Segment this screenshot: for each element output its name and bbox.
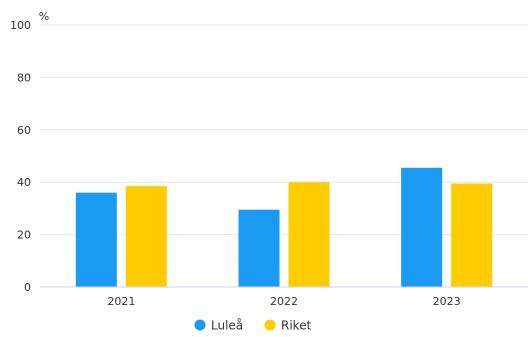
bars-layer — [75, 167, 493, 287]
bar-lule-2023[interactable] — [401, 167, 443, 287]
x-tick-label: 2023 — [433, 295, 461, 308]
legend-item-riket[interactable]: Riket — [264, 319, 312, 333]
y-tick-label: 40 — [17, 176, 31, 189]
legend-label: Luleå — [211, 319, 243, 333]
bar-lule-2022[interactable] — [238, 209, 280, 287]
bar-lule-2021[interactable] — [75, 192, 117, 287]
legend-marker — [194, 319, 206, 331]
y-tick-label: 80 — [17, 71, 31, 84]
y-tick-label: 0 — [24, 281, 31, 294]
legend-marker — [264, 319, 276, 331]
x-tick-label: 2022 — [270, 295, 298, 308]
legend-label: Riket — [281, 319, 312, 333]
x-tick-label: 2021 — [107, 295, 135, 308]
axis-layer: 0 20 40 60 80 100 2021 2022 2023 — [10, 19, 528, 308]
y-tick-label: 60 — [17, 124, 31, 137]
grid-layer — [40, 24, 528, 236]
legend: Luleå Riket — [194, 319, 312, 333]
y-tick-label: 100 — [10, 19, 31, 32]
y-axis-unit-label: % — [39, 10, 49, 23]
y-tick-label: 20 — [17, 229, 31, 242]
legend-item-lule[interactable]: Luleå — [194, 319, 244, 333]
bar-riket-2022[interactable] — [288, 182, 330, 287]
bar-riket-2023[interactable] — [451, 183, 493, 287]
bar-riket-2021[interactable] — [125, 186, 167, 287]
